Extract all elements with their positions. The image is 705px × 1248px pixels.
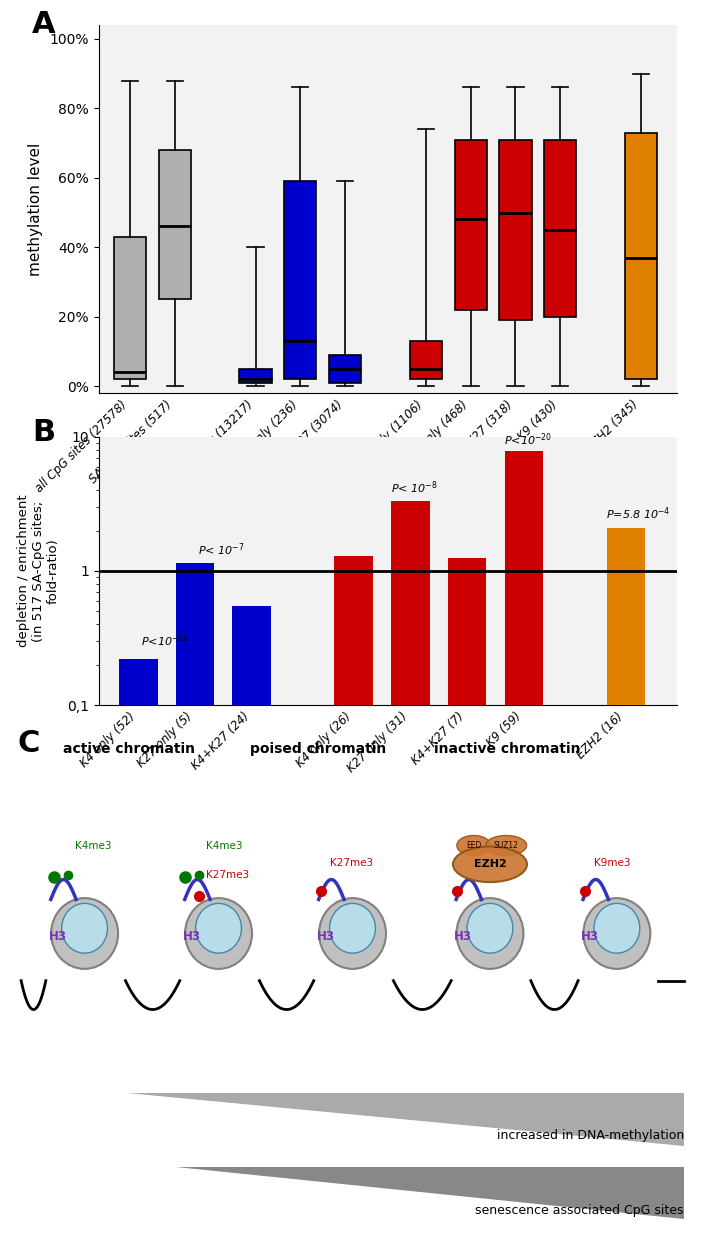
Ellipse shape — [457, 835, 491, 855]
Text: H3: H3 — [49, 930, 67, 942]
Text: P<10$^{-20}$: P<10$^{-20}$ — [504, 432, 552, 448]
PathPatch shape — [544, 140, 577, 317]
Text: SUZ12: SUZ12 — [493, 841, 519, 850]
Text: K27me3: K27me3 — [206, 870, 249, 881]
Text: K27me3: K27me3 — [330, 859, 373, 869]
PathPatch shape — [329, 354, 361, 383]
Text: inactive chromatin: inactive chromatin — [434, 743, 580, 756]
Text: K9me3: K9me3 — [594, 859, 631, 869]
Ellipse shape — [457, 899, 523, 968]
Bar — [334, 555, 373, 1248]
Bar — [233, 605, 271, 1248]
Text: P< 10$^{-7}$: P< 10$^{-7}$ — [198, 542, 245, 558]
Bar — [119, 659, 158, 1248]
Y-axis label: depletion / enrichment
(in 517 SA-CpG sites;
fold-ratio): depletion / enrichment (in 517 SA-CpG si… — [17, 494, 60, 648]
Text: K4me3: K4me3 — [206, 841, 243, 851]
Text: P< 10$^{-8}$: P< 10$^{-8}$ — [391, 479, 437, 497]
Ellipse shape — [185, 899, 252, 968]
PathPatch shape — [284, 181, 317, 379]
Ellipse shape — [319, 899, 386, 968]
Text: H3: H3 — [454, 930, 472, 942]
PathPatch shape — [159, 150, 191, 300]
Text: increased in DNA-methylation: increased in DNA-methylation — [496, 1128, 684, 1142]
Text: P<10$^{-20}$: P<10$^{-20}$ — [141, 633, 190, 649]
Ellipse shape — [62, 904, 107, 953]
Ellipse shape — [594, 904, 640, 953]
Text: active chromatin: active chromatin — [63, 743, 195, 756]
Ellipse shape — [584, 899, 650, 968]
Ellipse shape — [196, 904, 241, 953]
Polygon shape — [176, 1167, 684, 1219]
Y-axis label: methylation level: methylation level — [27, 142, 42, 276]
PathPatch shape — [455, 140, 486, 310]
Text: poised chromatin: poised chromatin — [250, 743, 386, 756]
Ellipse shape — [467, 904, 513, 953]
Text: H3: H3 — [581, 930, 599, 942]
Text: K4me3: K4me3 — [75, 841, 112, 851]
Text: P=5.8 10$^{-4}$: P=5.8 10$^{-4}$ — [606, 505, 670, 523]
Text: EED: EED — [466, 841, 482, 850]
PathPatch shape — [625, 132, 657, 379]
Text: A: A — [32, 10, 56, 39]
Ellipse shape — [453, 846, 527, 882]
Ellipse shape — [330, 904, 376, 953]
Ellipse shape — [486, 835, 527, 855]
Text: H3: H3 — [317, 930, 335, 942]
Text: B: B — [32, 418, 56, 447]
Text: senescence associated CpG sites: senescence associated CpG sites — [475, 1204, 684, 1217]
Text: EZH2: EZH2 — [474, 860, 506, 870]
PathPatch shape — [114, 237, 146, 379]
Bar — [176, 563, 214, 1248]
Ellipse shape — [51, 899, 118, 968]
PathPatch shape — [410, 341, 442, 379]
Bar — [606, 528, 645, 1248]
Polygon shape — [127, 1093, 684, 1146]
Bar — [448, 558, 486, 1248]
Bar — [505, 452, 543, 1248]
Text: C: C — [18, 729, 40, 758]
PathPatch shape — [499, 140, 532, 321]
Text: H3: H3 — [183, 930, 201, 942]
PathPatch shape — [240, 369, 271, 383]
Bar — [391, 502, 429, 1248]
